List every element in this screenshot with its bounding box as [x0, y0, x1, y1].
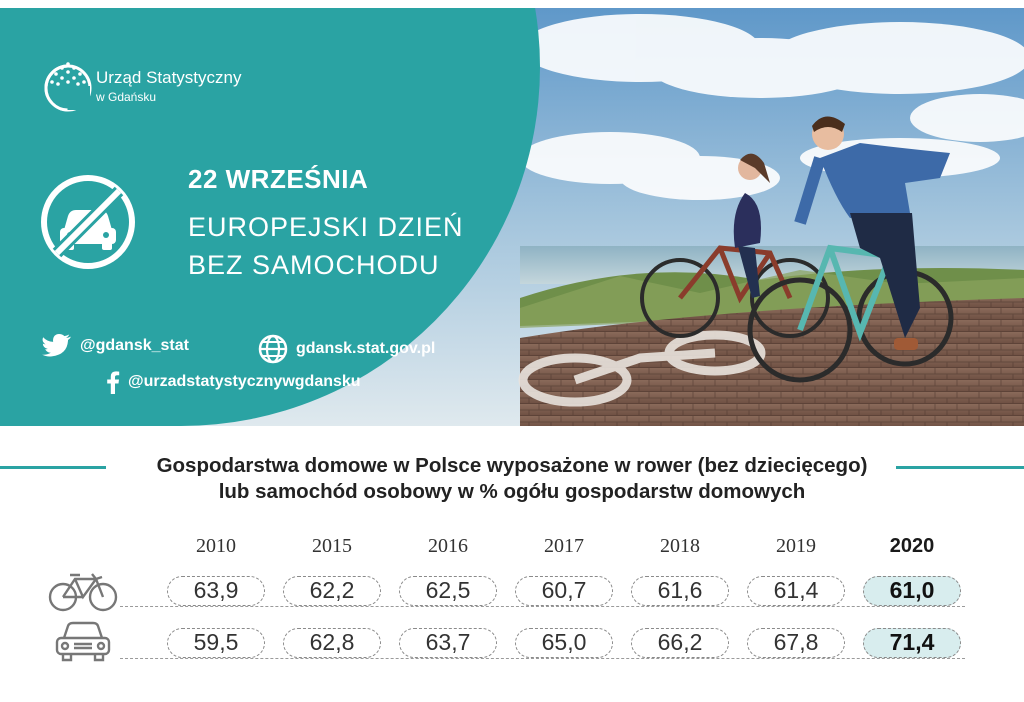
car-value-cell: 67,8	[747, 628, 845, 658]
facebook-link[interactable]: @urzadstatystycznywgdansku	[106, 370, 361, 394]
event-date: 22 WRZEŚNIA	[188, 164, 369, 194]
year-header: 2019	[776, 535, 816, 557]
woman-cyclist	[640, 153, 830, 338]
twitter-icon	[42, 334, 71, 357]
bicycle-value-highlight: 61,0	[863, 576, 961, 606]
section-title-line1: Gospodarstwa domowe w Polsce wyposażone …	[0, 454, 1024, 478]
logo-subtitle: w Gdańsku	[96, 90, 157, 104]
logo-name: Urząd Statystyczny	[96, 68, 242, 87]
title-rule-left	[0, 466, 106, 469]
website-url: gdansk.stat.gov.pl	[296, 340, 436, 357]
man-cyclist	[747, 116, 954, 383]
car-value-cell: 62,8	[283, 628, 381, 658]
bicycle-value-cell: 61,4	[747, 576, 845, 606]
row-divider	[120, 658, 965, 659]
year-header: 2015	[312, 535, 352, 557]
car-value-highlight: 71,4	[863, 628, 961, 658]
year-header-highlight: 2020	[889, 535, 935, 557]
bicycle-value-cell: 63,9	[167, 576, 265, 606]
bicycle-icon	[48, 573, 118, 612]
no-car-icon	[41, 175, 135, 269]
facebook-icon	[107, 371, 120, 394]
car-value-cell: 66,2	[631, 628, 729, 658]
car-value-cell: 63,7	[399, 628, 497, 658]
facebook-handle: @urzadstatystycznywgdansku	[128, 373, 361, 390]
bicycle-value-cell: 62,2	[283, 576, 381, 606]
banner: Urząd Statystyczny w Gdańsku 22 WRZEŚNIA…	[0, 8, 1024, 426]
row-divider	[120, 606, 965, 607]
globe-icon	[258, 334, 288, 364]
title-rule-right	[896, 466, 1024, 469]
car-value-cell: 59,5	[167, 628, 265, 658]
year-header: 2010	[196, 535, 236, 557]
bicycle-value-cell: 60,7	[515, 576, 613, 606]
car-icon	[55, 621, 111, 662]
twitter-handle: @gdansk_stat	[80, 337, 189, 354]
year-header: 2016	[428, 535, 468, 557]
logo-icon	[44, 62, 92, 112]
event-title-line1: EUROPEJSKI DZIEŃ	[188, 212, 464, 242]
car-value-cell: 65,0	[515, 628, 613, 658]
year-header: 2017	[544, 535, 584, 557]
section-title-line2: lub samochód osobowy w % ogółu gospodars…	[218, 480, 806, 503]
year-header: 2018	[660, 535, 700, 557]
bicycle-value-cell: 61,6	[631, 576, 729, 606]
website-link[interactable]: gdansk.stat.gov.pl	[258, 334, 435, 364]
twitter-link[interactable]: @gdansk_stat	[42, 334, 189, 358]
bicycle-value-cell: 62,5	[399, 576, 497, 606]
event-title-line2: BEZ SAMOCHODU	[188, 250, 440, 280]
